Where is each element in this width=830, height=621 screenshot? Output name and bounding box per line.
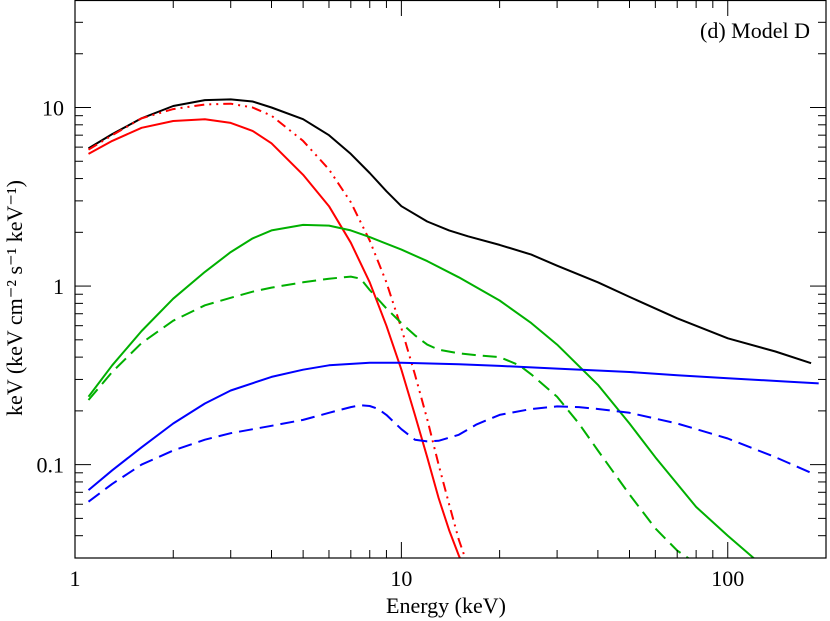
series-line-7: [87, 404, 812, 503]
y-tick-label: 10: [42, 96, 64, 121]
y-tick-label: 1: [53, 274, 64, 299]
x-tick-label: 100: [711, 566, 744, 591]
series-line-6: [87, 361, 819, 491]
x-tick-label: 1: [70, 566, 81, 591]
series-line-3: [87, 102, 467, 558]
series-layer: [87, 98, 819, 558]
model-annotation: (d) Model D: [700, 18, 810, 43]
series-line-2: [88, 118, 461, 558]
plot-frame: [74, 0, 827, 559]
series-line-5: [87, 275, 690, 558]
y-axis-label: keV (keV cm⁻² s⁻¹ keV⁻¹): [2, 180, 27, 416]
x-tick-label: 10: [390, 566, 412, 591]
tick-layer: 1 10 100 0.1 1 10: [37, 0, 827, 591]
series-line-4: [87, 223, 755, 558]
y-tick-label: 0.1: [37, 453, 65, 478]
series-line-1: [87, 98, 812, 365]
x-axis-label: Energy (keV): [386, 593, 506, 618]
